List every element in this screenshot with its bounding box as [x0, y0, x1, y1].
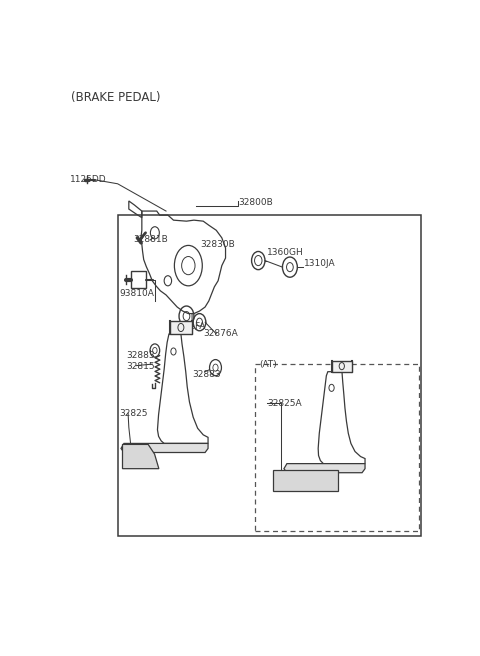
- Text: 32825A: 32825A: [267, 398, 301, 407]
- Text: (AT): (AT): [259, 359, 277, 369]
- Text: 1311FA: 1311FA: [173, 321, 206, 331]
- Bar: [131, 271, 146, 289]
- Text: 32825: 32825: [120, 409, 148, 418]
- Text: 32876A: 32876A: [203, 329, 238, 338]
- Text: 32815: 32815: [126, 362, 155, 371]
- Bar: [118, 215, 421, 536]
- Text: 32883: 32883: [192, 370, 221, 379]
- Polygon shape: [122, 444, 159, 468]
- Polygon shape: [121, 443, 208, 453]
- Text: (BRAKE PEDAL): (BRAKE PEDAL): [71, 91, 161, 104]
- Text: 1310JA: 1310JA: [304, 258, 336, 268]
- Text: 93810A: 93810A: [120, 289, 155, 298]
- Polygon shape: [273, 470, 338, 491]
- Text: 1125DD: 1125DD: [71, 175, 107, 184]
- Text: 32800B: 32800B: [238, 199, 273, 207]
- Bar: [255, 364, 419, 531]
- Text: 32883: 32883: [126, 350, 155, 359]
- Bar: [170, 321, 192, 334]
- Text: 32881B: 32881B: [133, 236, 168, 244]
- Bar: [332, 361, 352, 372]
- Polygon shape: [284, 464, 365, 473]
- Text: 1360GH: 1360GH: [267, 249, 303, 258]
- Text: 32830B: 32830B: [201, 240, 235, 249]
